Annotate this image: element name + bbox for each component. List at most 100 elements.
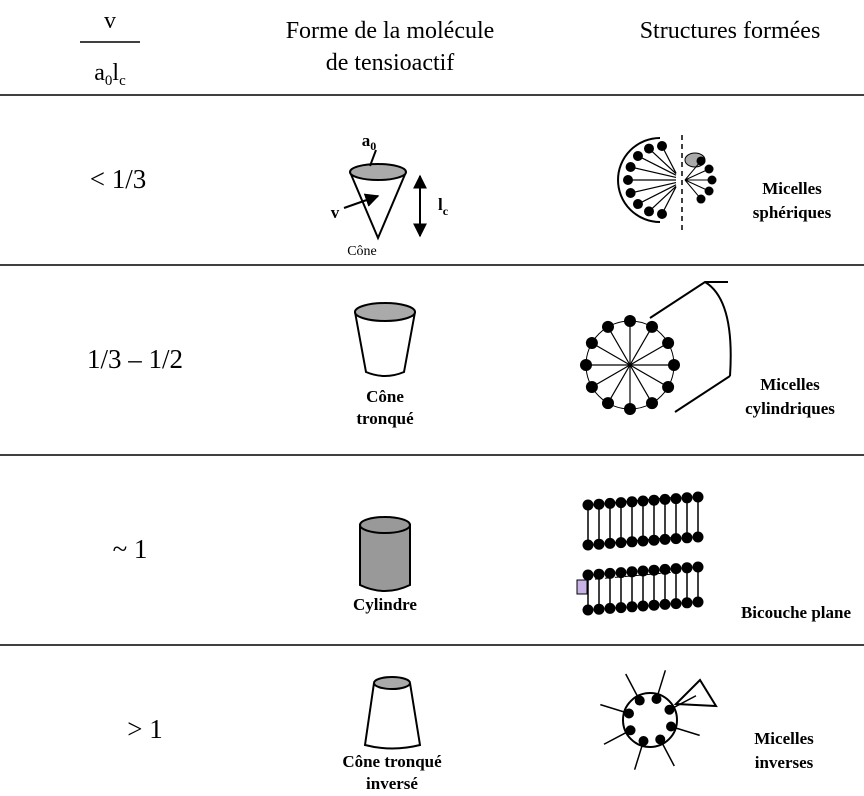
structure-name: sphériques xyxy=(753,203,832,222)
decoration xyxy=(604,497,616,509)
decoration xyxy=(673,695,697,709)
decoration xyxy=(629,326,653,366)
decoration xyxy=(637,184,677,205)
ratio: 1/3 – 1/2 xyxy=(87,344,183,374)
decoration xyxy=(637,155,677,176)
decoration xyxy=(632,199,643,210)
decoration xyxy=(607,364,631,404)
decoration xyxy=(657,209,667,219)
decoration xyxy=(651,693,662,704)
decoration xyxy=(675,727,700,737)
decoration xyxy=(648,599,660,611)
column-header: Structures formées xyxy=(640,18,821,44)
decoration xyxy=(670,563,682,575)
decoration xyxy=(657,141,667,151)
cone xyxy=(343,149,427,241)
decoration xyxy=(623,708,634,719)
decoration xyxy=(625,725,636,736)
decoration xyxy=(704,186,714,196)
decoration xyxy=(591,364,631,388)
decoration xyxy=(707,175,717,185)
structure-name: Micelles xyxy=(762,179,822,198)
decoration xyxy=(625,673,639,697)
ratio-numerator: v xyxy=(104,8,116,34)
decoration xyxy=(637,495,649,507)
decoration xyxy=(634,695,645,706)
decoration xyxy=(670,493,682,505)
decoration xyxy=(593,498,605,510)
decoration xyxy=(643,206,654,217)
structure-drawings xyxy=(576,135,732,770)
decoration xyxy=(670,598,682,610)
shape-name: Cylindre xyxy=(353,595,417,614)
decoration xyxy=(648,148,677,175)
decoration xyxy=(633,745,643,770)
decoration xyxy=(629,342,669,366)
decoration xyxy=(582,569,594,581)
decoration xyxy=(659,563,671,575)
shape-name: Cône tronqué xyxy=(342,752,442,771)
decoration xyxy=(630,166,677,178)
decoration xyxy=(625,188,636,199)
decoration xyxy=(681,492,693,504)
decoration xyxy=(661,743,675,767)
decoration xyxy=(659,598,671,610)
decoration xyxy=(626,566,638,578)
decoration xyxy=(655,734,666,745)
decoration xyxy=(692,596,704,608)
ratio-denominator: a0lc xyxy=(94,60,126,89)
shape-name: Cône xyxy=(347,244,377,259)
decoration xyxy=(648,494,660,506)
structure-name: Micelles xyxy=(760,375,820,394)
shape-name: tronqué xyxy=(356,409,414,428)
structure-name: cylindriques xyxy=(745,399,835,418)
decoration xyxy=(637,535,649,547)
decoration xyxy=(585,320,675,410)
ratio: > 1 xyxy=(127,714,162,744)
ratio: ~ 1 xyxy=(113,534,148,564)
cylinder xyxy=(359,516,411,592)
decoration xyxy=(666,721,677,732)
shape-name: inversé xyxy=(366,774,418,793)
decoration xyxy=(630,182,677,194)
decoration xyxy=(632,150,643,161)
decoration xyxy=(604,602,616,614)
decoration xyxy=(637,565,649,577)
decoration xyxy=(615,497,627,509)
decoration xyxy=(604,537,616,549)
label: a0 xyxy=(362,131,377,153)
decoration xyxy=(659,493,671,505)
decoration xyxy=(591,342,631,366)
decoration xyxy=(582,499,594,511)
decoration xyxy=(670,533,682,545)
decoration xyxy=(582,539,594,551)
decoration xyxy=(692,531,704,543)
decoration xyxy=(648,185,677,212)
decoration xyxy=(604,567,616,579)
decoration xyxy=(626,601,638,613)
decoration xyxy=(615,602,627,614)
decoration xyxy=(696,194,706,204)
decoration xyxy=(629,364,669,388)
decoration xyxy=(681,532,693,544)
decoration xyxy=(623,175,633,185)
column-header: Forme de la molécule xyxy=(286,18,495,44)
column-header: de tensioactif xyxy=(326,50,455,76)
decoration xyxy=(625,161,636,172)
decoration xyxy=(593,568,605,580)
decoration xyxy=(593,538,605,550)
label: v xyxy=(331,203,340,222)
label: lc xyxy=(438,195,449,218)
structure-name: inverses xyxy=(755,753,814,772)
decoration xyxy=(643,143,654,154)
decoration xyxy=(622,692,678,748)
ratio: < 1/3 xyxy=(90,164,146,194)
decoration xyxy=(692,561,704,573)
decoration xyxy=(661,186,677,215)
decoration xyxy=(659,533,671,545)
truncated-cone xyxy=(354,302,416,377)
structure-name: Bicouche plane xyxy=(741,603,851,622)
decoration xyxy=(629,364,653,404)
decoration xyxy=(648,564,660,576)
